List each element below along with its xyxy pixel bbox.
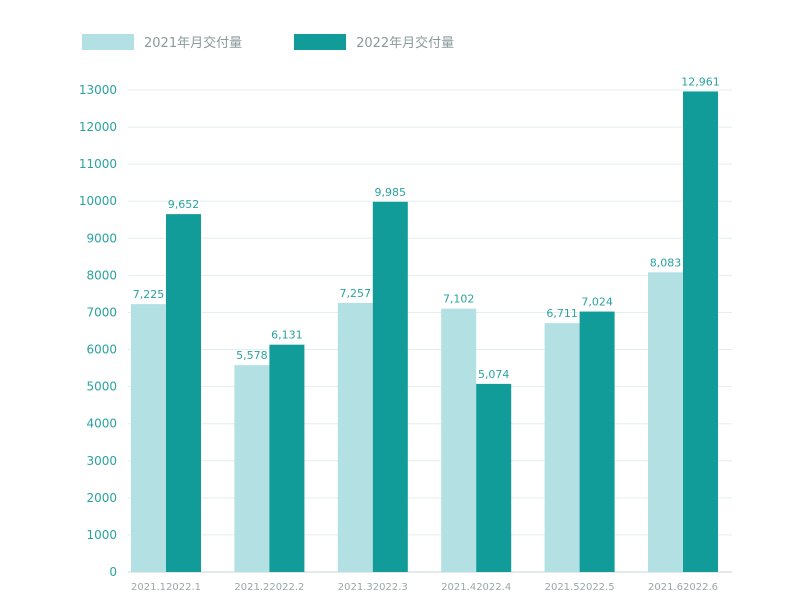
legend-swatch-2021 [82, 33, 134, 50]
data-label: 9,985 [375, 186, 407, 199]
x-tick-label: 2022.6 [683, 582, 718, 593]
y-tick-label: 8000 [86, 268, 117, 282]
x-tick-label: 2021.1 [131, 582, 166, 593]
y-axis: 0 1000 2000 3000 4000 5000 6000 7000 8000 9000 100… [79, 83, 117, 579]
legend: 2021年月交付量 2022年月交付量 [82, 32, 454, 51]
y-tick-label: 3000 [86, 454, 117, 468]
x-tick-label: 2021.3 [338, 582, 373, 593]
data-label: 7,102 [443, 293, 475, 306]
x-tick-label: 2022.5 [580, 582, 615, 593]
bar [683, 91, 718, 573]
bar [441, 308, 477, 572]
y-tick-label: 4000 [86, 417, 117, 431]
grid-layer [128, 89, 732, 573]
y-tick-label: 6000 [86, 343, 117, 357]
legend-item-2021: 2021年月交付量 [82, 32, 242, 51]
x-tick-label: 2021.4 [441, 582, 476, 593]
y-tick-label: 12000 [79, 120, 117, 134]
y-tick-label: 11000 [79, 157, 117, 171]
legend-swatch-2022 [294, 33, 347, 50]
x-tick-label: 2022.4 [476, 582, 511, 593]
data-label: 12,961 [681, 75, 720, 88]
legend-label-2022: 2022年月交付量 [356, 36, 455, 51]
data-label: 7,257 [340, 287, 372, 300]
bar [544, 323, 580, 572]
y-tick-label: 5000 [86, 380, 117, 394]
bar [372, 201, 408, 572]
data-label: 6,711 [546, 307, 578, 320]
data-label: 9,652 [168, 198, 200, 211]
x-tick-label: 2021.6 [648, 582, 683, 593]
y-tick-label: 0 [109, 565, 117, 579]
x-tick-label: 2022.1 [166, 582, 201, 593]
legend-label-2021: 2021年月交付量 [144, 36, 243, 51]
bar [579, 311, 615, 572]
bar [476, 383, 512, 572]
y-tick-label: 13000 [79, 83, 117, 97]
x-tick-label: 2022.2 [269, 582, 304, 593]
y-tick-label: 9000 [86, 231, 117, 245]
y-tick-label: 2000 [86, 491, 117, 505]
x-tick-label: 2021.2 [234, 582, 269, 593]
data-label: 5,074 [478, 368, 510, 381]
x-axis: 2021.1 2021.2 2021.3 2021.4 2021.5 2021.62022… [131, 582, 718, 593]
y-tick-label: 10000 [79, 194, 117, 208]
bar [337, 302, 373, 572]
y-tick-label: 7000 [86, 305, 117, 319]
bar [234, 365, 270, 572]
bars [131, 91, 718, 573]
data-label: 8,083 [650, 256, 682, 269]
x-tick-label: 2021.5 [545, 582, 580, 593]
bar [648, 272, 683, 572]
data-label: 7,024 [581, 296, 613, 309]
data-label: 7,225 [133, 288, 165, 301]
data-labels: 7,225 5,578 7,257 7,102 6,711 8,083 9,652 6,131… [133, 75, 720, 380]
bar [131, 304, 166, 572]
x-tick-label: 2022.3 [373, 582, 408, 593]
data-label: 6,131 [271, 329, 303, 342]
legend-item-2022: 2022年月交付量 [294, 32, 454, 51]
bar [269, 344, 305, 572]
data-label: 5,578 [236, 349, 268, 362]
y-tick-label: 1000 [86, 528, 117, 542]
bar [166, 214, 201, 572]
